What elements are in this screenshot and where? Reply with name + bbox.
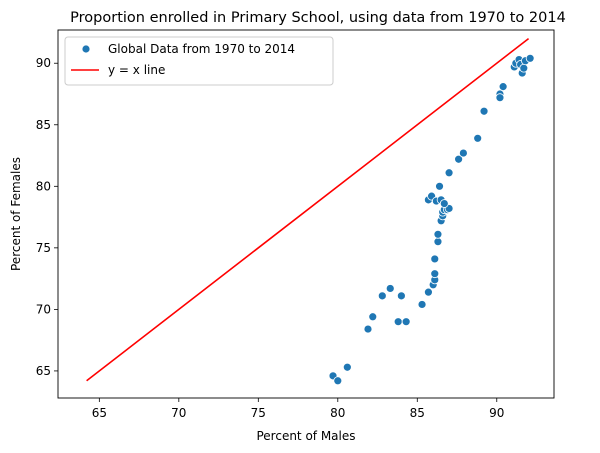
legend: Global Data from 1970 to 2014 y = x line bbox=[64, 36, 334, 86]
scatter-point bbox=[498, 82, 508, 92]
scatter-point bbox=[333, 376, 343, 386]
scatter-point bbox=[525, 53, 535, 63]
scatter-point bbox=[401, 317, 411, 327]
scatter-point bbox=[479, 106, 489, 116]
scatter-point bbox=[433, 237, 443, 247]
plot-area bbox=[86, 37, 535, 386]
legend-box bbox=[64, 36, 334, 86]
scatter-point bbox=[430, 269, 440, 279]
y-tick-label: 80 bbox=[36, 179, 51, 193]
x-tick-label: 85 bbox=[410, 406, 425, 420]
scatter-point bbox=[433, 229, 443, 239]
y-tick-label: 90 bbox=[36, 56, 51, 70]
y-tick-label: 75 bbox=[36, 241, 51, 255]
plot-frame bbox=[57, 29, 555, 399]
x-tick-label: 90 bbox=[489, 406, 504, 420]
scatter-point bbox=[377, 291, 387, 301]
x-tick-label: 80 bbox=[330, 406, 345, 420]
scatter-point bbox=[444, 168, 454, 178]
scatter-point bbox=[435, 181, 444, 191]
chart-title: Proportion enrolled in Primary School, u… bbox=[70, 10, 566, 26]
x-tick-label: 65 bbox=[92, 406, 107, 420]
scatter-point bbox=[363, 324, 373, 334]
ticks-layer: 65 70 75 80 85 90 65 70 75 80 85 90 bbox=[36, 56, 505, 420]
y-axis-label: Percent of Females bbox=[9, 157, 23, 271]
y-tick-label: 85 bbox=[36, 118, 51, 132]
scatter-point bbox=[417, 300, 427, 309]
y-tick-label: 65 bbox=[36, 364, 51, 378]
scatter-point bbox=[385, 284, 395, 293]
scatter-point bbox=[439, 199, 449, 208]
scatter-point bbox=[342, 362, 352, 372]
x-tick-label: 70 bbox=[171, 406, 186, 420]
scatter-point bbox=[396, 291, 406, 301]
scatter-point bbox=[454, 154, 464, 164]
x-axis-label: Percent of Males bbox=[256, 429, 355, 443]
scatter-point bbox=[458, 148, 468, 158]
y-tick-label: 70 bbox=[36, 302, 51, 316]
scatter-point bbox=[519, 63, 529, 73]
scatter-point bbox=[473, 133, 483, 143]
legend-marker-scatter bbox=[81, 44, 91, 54]
yx-line bbox=[86, 37, 530, 382]
scatter-point bbox=[430, 254, 440, 264]
legend-label-line: y = x line bbox=[108, 63, 165, 77]
scatter-point bbox=[368, 312, 378, 322]
scatter-point bbox=[393, 317, 403, 327]
scatter-point bbox=[424, 287, 433, 297]
scatter-point bbox=[495, 93, 505, 103]
legend-label-scatter: Global Data from 1970 to 2014 bbox=[108, 42, 295, 56]
scatter-points bbox=[328, 53, 535, 386]
x-tick-label: 75 bbox=[251, 406, 266, 420]
